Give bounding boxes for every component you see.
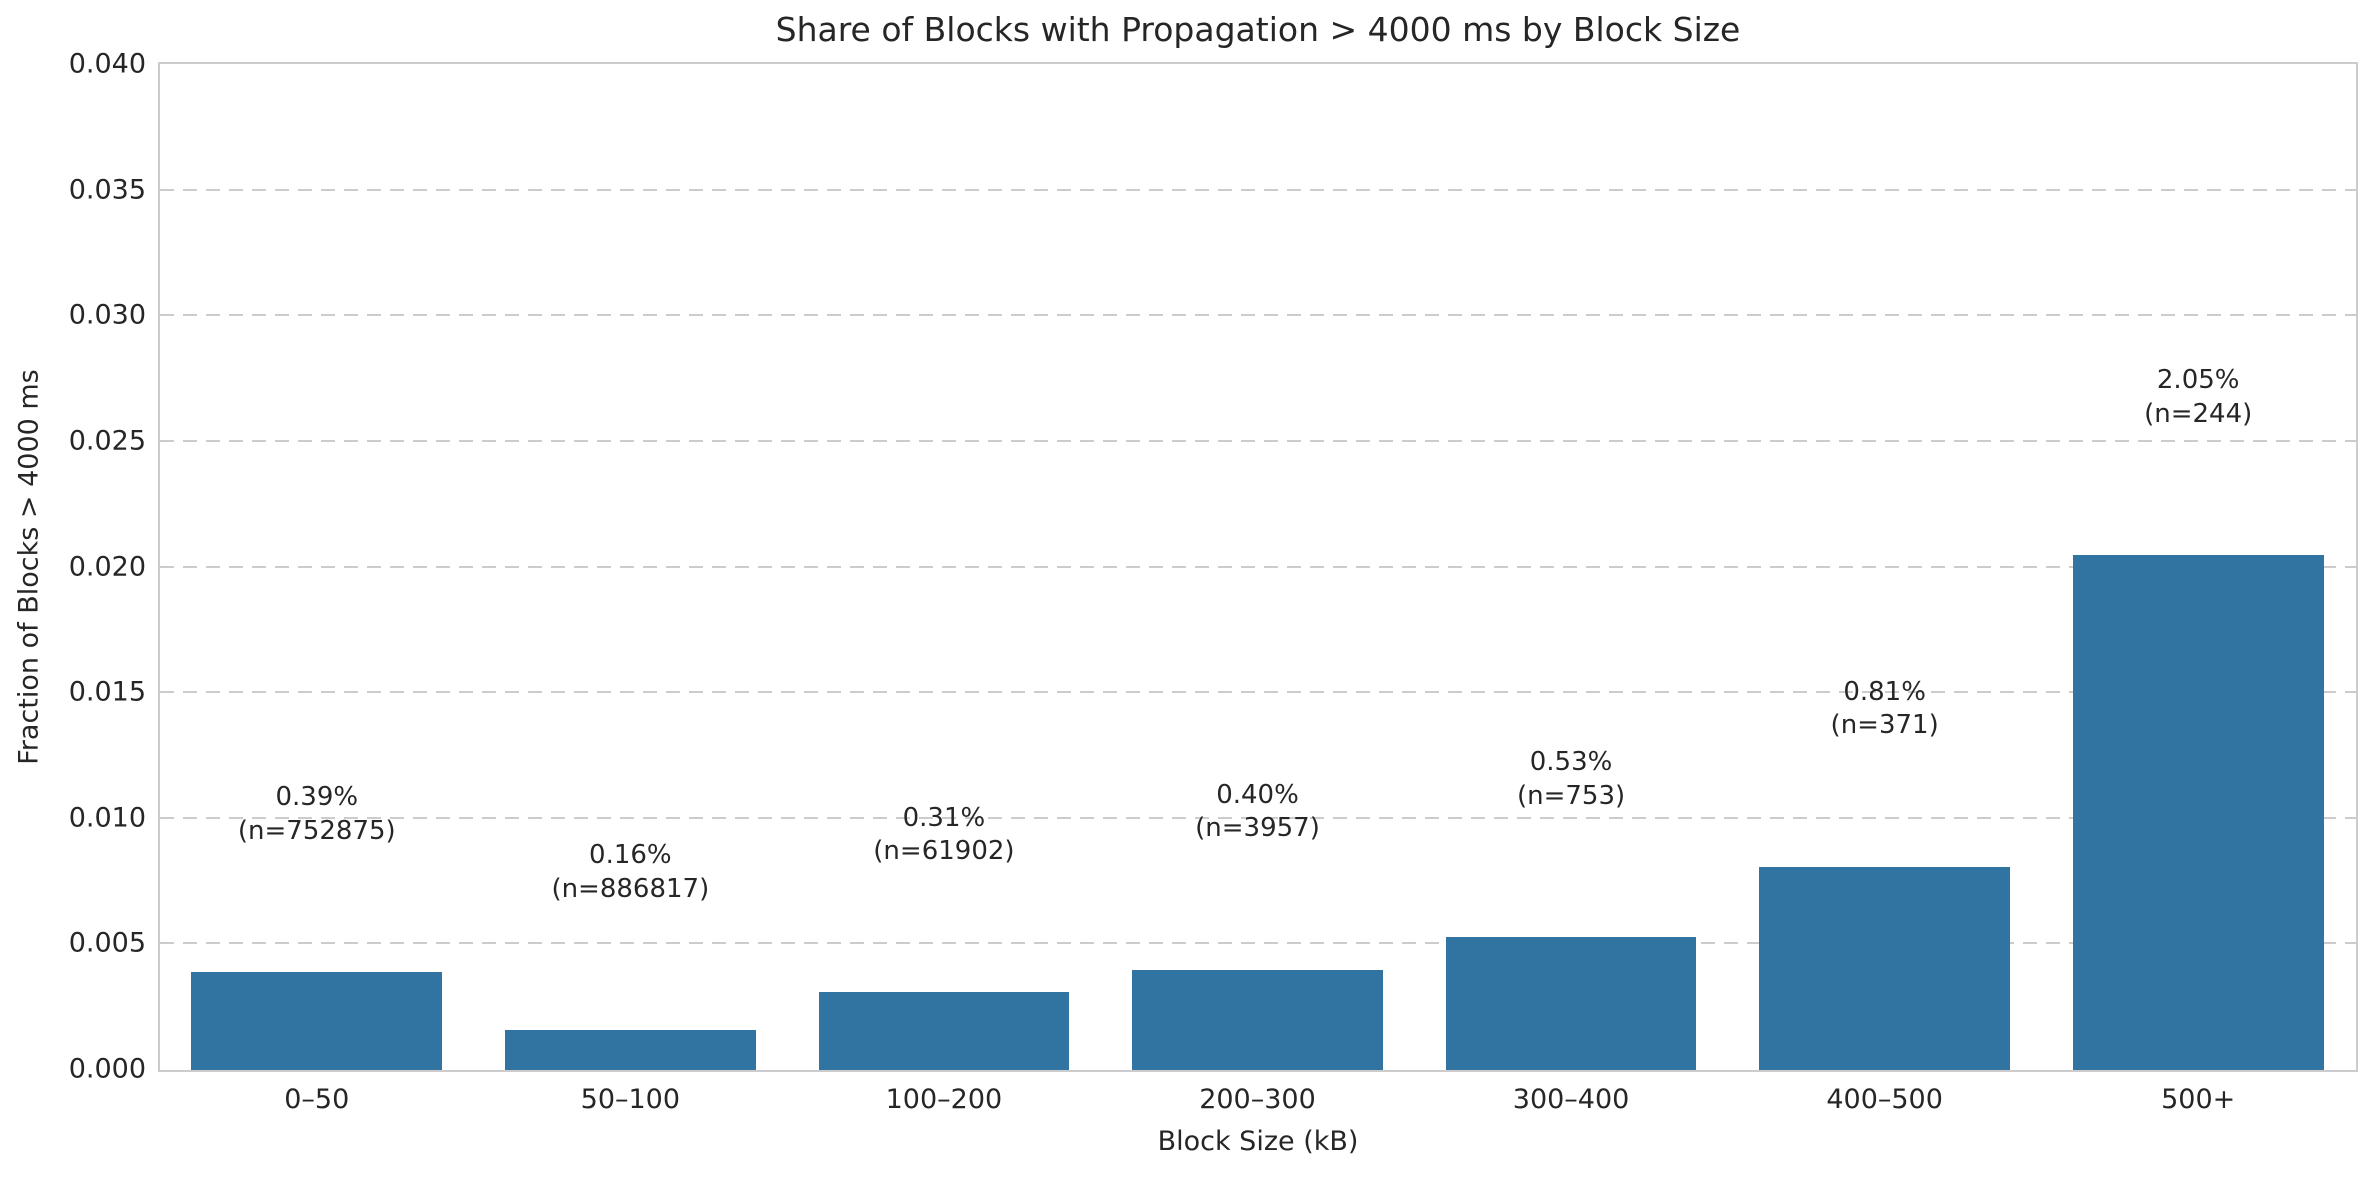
bar-annotation-count: (n=752875) bbox=[237, 815, 396, 846]
y-tick-label: 0.010 bbox=[68, 802, 146, 834]
x-tick-label: 500+ bbox=[2161, 1084, 2236, 1115]
bar-annotation-count: (n=3957) bbox=[1195, 813, 1320, 844]
x-tick-label: 300–400 bbox=[1512, 1084, 1630, 1115]
y-tick-label: 0.020 bbox=[68, 551, 146, 582]
bar bbox=[191, 972, 443, 1070]
bar-annotation: 0.40% (n=3957) bbox=[1048, 779, 1468, 846]
bar bbox=[504, 1029, 756, 1070]
chart-title: Share of Blocks with Propagation > 4000 … bbox=[775, 10, 1741, 49]
bar bbox=[818, 992, 1070, 1070]
bar bbox=[1445, 936, 1697, 1070]
y-tick-label: 0.025 bbox=[68, 425, 146, 457]
bar bbox=[1132, 969, 1383, 1070]
bar-annotation-count: (n=244) bbox=[2144, 398, 2253, 429]
x-tick-label: 400–500 bbox=[1826, 1084, 1943, 1115]
y-tick-label: 0.030 bbox=[68, 299, 146, 331]
gridline bbox=[160, 942, 2356, 945]
bar-annotation-count: (n=753) bbox=[1516, 780, 1626, 811]
bar-annotation-percent: 0.53% bbox=[1529, 747, 1613, 778]
bar-annotation-percent: 0.16% bbox=[589, 840, 672, 871]
gridline bbox=[160, 188, 2356, 191]
bar bbox=[2072, 554, 2324, 1070]
y-axis-label: Fraction of Blocks > 4000 ms bbox=[13, 369, 45, 765]
y-tick-label: 0.000 bbox=[68, 1053, 146, 1085]
bar-annotation-percent: 0.31% bbox=[902, 802, 986, 833]
y-tick-label: 0.015 bbox=[68, 676, 146, 708]
bar-annotation-count: (n=886817) bbox=[551, 873, 710, 904]
y-tick-label: 0.035 bbox=[68, 174, 146, 206]
y-tick-label: 0.040 bbox=[68, 48, 146, 80]
gridline bbox=[160, 816, 2356, 819]
gridline bbox=[160, 439, 2356, 442]
bar-annotation-percent: 2.05% bbox=[2156, 365, 2240, 396]
y-tick-label: 0.005 bbox=[68, 927, 146, 959]
bar-annotation-percent: 0.81% bbox=[1843, 676, 1926, 707]
plot-area: 0.000 0.005 0.010 0.015 0.020 0.025 0.030 0.035… bbox=[69, 49, 2358, 1115]
bar-annotation-percent: 0.40% bbox=[1216, 779, 1299, 810]
bar bbox=[1759, 866, 2011, 1070]
x-tick-label: 0–50 bbox=[284, 1084, 350, 1115]
bar-annotation: 0.81% (n=371) bbox=[1675, 676, 2095, 743]
bar-annotation-percent: 0.39% bbox=[275, 782, 359, 813]
x-axis-label: Block Size (kB) bbox=[1157, 1126, 1359, 1157]
bar-annotation: 0.53% (n=753) bbox=[1361, 746, 1781, 813]
bar-annotation: 2.05% (n=244) bbox=[1988, 364, 2379, 431]
x-tick-label: 200–300 bbox=[1199, 1084, 1316, 1115]
gridline bbox=[160, 314, 2356, 317]
bar-annotation-count: (n=61902) bbox=[873, 835, 1015, 866]
bar-annotation: 0.39% (n=752875) bbox=[107, 781, 527, 848]
gridline bbox=[160, 565, 2356, 568]
gridline bbox=[160, 691, 2356, 694]
x-tick-label: 100–200 bbox=[885, 1084, 1003, 1115]
bar-annotation: 0.16% (n=886817) bbox=[420, 839, 840, 906]
x-tick-label: 50–100 bbox=[580, 1084, 681, 1115]
bar-annotation-count: (n=371) bbox=[1830, 710, 1939, 741]
bar-annotation: 0.31% (n=61902) bbox=[734, 802, 1154, 869]
